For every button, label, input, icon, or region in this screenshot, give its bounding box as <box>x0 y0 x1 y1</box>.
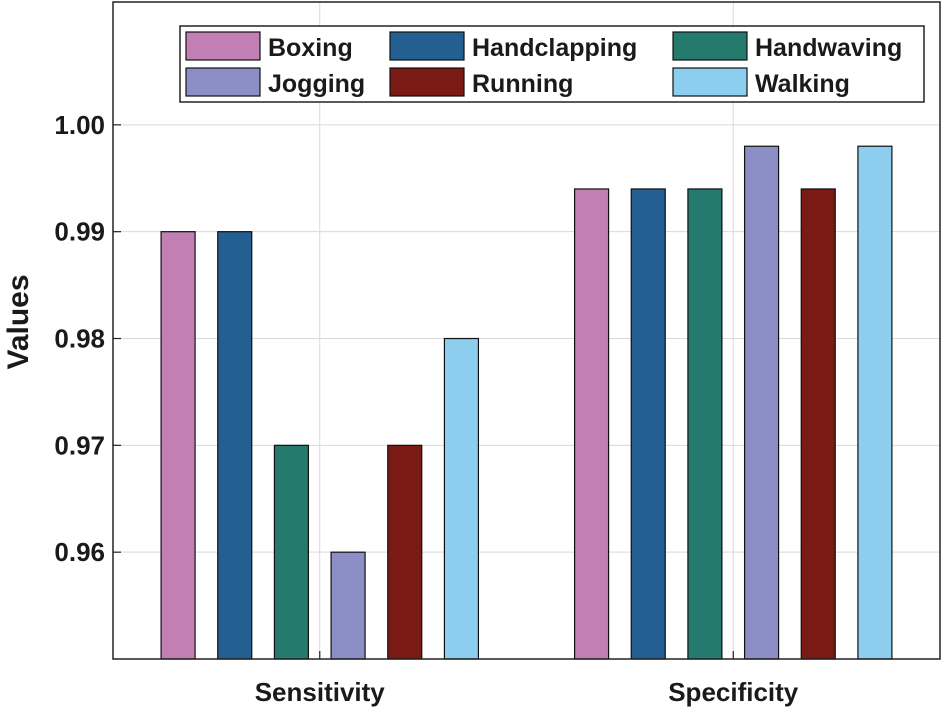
plot-frame <box>112 1 941 660</box>
y-tick-label: 1.00 <box>54 110 105 140</box>
legend-swatch-handwaving <box>672 31 748 61</box>
bar-boxing-sensitivity <box>160 231 196 660</box>
legend-label-handclapping: Handclapping <box>472 34 637 62</box>
legend-box <box>179 25 925 103</box>
y-tick-label: 0.97 <box>54 430 105 460</box>
legend-swatch-boxing <box>185 31 261 61</box>
y-ticks: 0.96 0.97 0.98 0.99 1.00 <box>54 110 121 567</box>
bar-jogging-specificity <box>743 145 780 660</box>
x-category-labels: Sensitivity Specificity <box>255 651 799 707</box>
bar-handclapping-specificity <box>630 188 666 660</box>
x-category-label: Sensitivity <box>255 677 386 707</box>
bar-boxing-specificity <box>573 188 610 660</box>
bar-handwaving-specificity <box>687 188 723 660</box>
axes-frame <box>112 1 941 660</box>
y-tick-label: 0.96 <box>54 537 105 567</box>
legend: Boxing Handclapping Handwaving Jogging Runni… <box>179 25 925 103</box>
bar-running-sensitivity <box>387 444 423 660</box>
bar-jogging-sensitivity <box>330 551 366 660</box>
bar-running-specificity <box>800 188 836 660</box>
legend-label-boxing: Boxing <box>268 34 353 62</box>
bar-handwaving-sensitivity <box>273 444 310 660</box>
bar-walking-sensitivity <box>443 337 480 660</box>
legend-swatch-walking <box>672 67 748 97</box>
bar-handclapping-sensitivity <box>217 231 253 660</box>
legend-label-running: Running <box>472 70 573 98</box>
legend-swatch-running <box>389 67 465 97</box>
y-tick-label: 0.98 <box>54 324 105 354</box>
legend-label-handwaving: Handwaving <box>755 34 902 62</box>
legend-swatch-handclapping <box>389 31 465 61</box>
x-category-label: Specificity <box>668 677 799 707</box>
y-tick-label: 0.99 <box>54 217 105 247</box>
bars-layer <box>160 145 893 660</box>
bar-walking-specificity <box>857 145 893 660</box>
legend-label-walking: Walking <box>755 70 850 98</box>
y-axis-label: Values <box>2 274 35 369</box>
legend-swatch-jogging <box>185 67 261 97</box>
legend-label-jogging: Jogging <box>268 70 365 98</box>
